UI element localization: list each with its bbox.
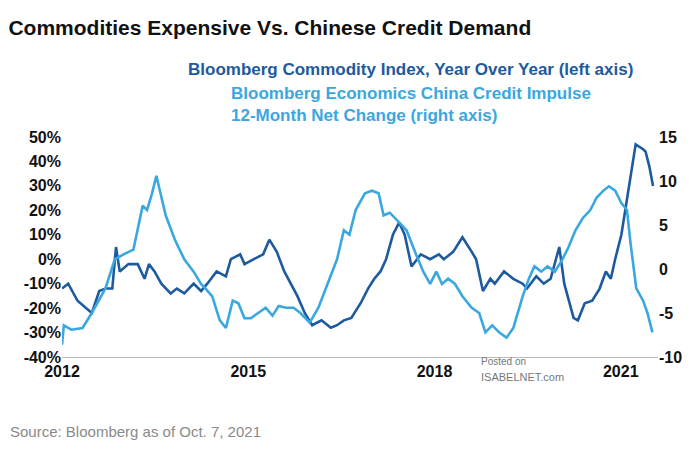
svg-text:2012: 2012 <box>44 363 80 380</box>
svg-text:-30%: -30% <box>24 324 61 341</box>
svg-text:10%: 10% <box>29 226 61 243</box>
svg-text:50%: 50% <box>29 129 61 146</box>
svg-text:30%: 30% <box>29 177 61 194</box>
svg-text:-10%: -10% <box>24 275 61 292</box>
svg-text:10: 10 <box>659 173 677 190</box>
svg-text:2021: 2021 <box>603 363 639 380</box>
svg-text:0: 0 <box>659 261 668 278</box>
svg-text:Posted on: Posted on <box>481 356 526 367</box>
svg-text:2015: 2015 <box>230 363 266 380</box>
svg-text:Source: Bloomberg as of Oct. 7: Source: Bloomberg as of Oct. 7, 2021 <box>10 423 261 440</box>
svg-text:-5: -5 <box>659 305 673 322</box>
svg-text:Commodities Expensive Vs. Chin: Commodities Expensive Vs. Chinese Credit… <box>8 16 531 39</box>
svg-text:-20%: -20% <box>24 300 61 317</box>
svg-text:0%: 0% <box>38 251 61 268</box>
svg-text:-40%: -40% <box>24 349 61 366</box>
svg-text:Bloomberg Economics China Cred: Bloomberg Economics China Credit Impulse… <box>231 84 591 125</box>
svg-text:15: 15 <box>659 129 677 146</box>
svg-text:Bloomberg Commodity Index, Yea: Bloomberg Commodity Index, Year Over Yea… <box>188 60 633 79</box>
svg-text:40%: 40% <box>29 153 61 170</box>
svg-text:5: 5 <box>659 217 668 234</box>
svg-text:-10: -10 <box>659 349 682 366</box>
svg-text:2018: 2018 <box>417 363 453 380</box>
svg-text:20%: 20% <box>29 202 61 219</box>
svg-text:ISABELNET.com: ISABELNET.com <box>481 371 564 383</box>
